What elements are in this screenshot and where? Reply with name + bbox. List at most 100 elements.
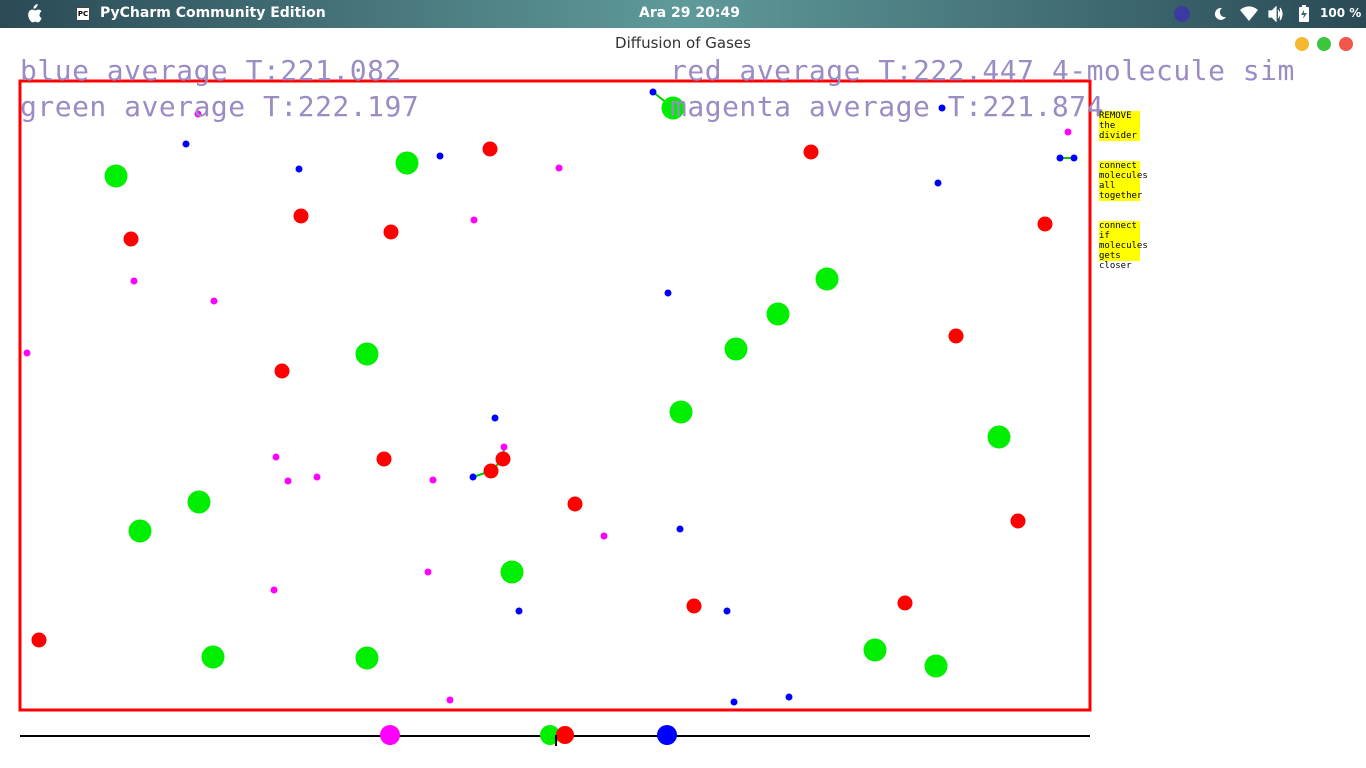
connect-all-line-4: together bbox=[1099, 191, 1143, 201]
maximize-button[interactable] bbox=[1317, 37, 1331, 51]
blue-molecule bbox=[182, 140, 190, 148]
connect-all-line-1: connect bbox=[1099, 161, 1140, 171]
red-molecule bbox=[376, 451, 392, 467]
magenta-molecule bbox=[270, 586, 278, 594]
green-molecule bbox=[500, 560, 524, 584]
tray-app-icon[interactable] bbox=[1174, 5, 1190, 22]
green-molecule bbox=[724, 337, 748, 361]
clock[interactable]: Ara 29 20:49 bbox=[639, 5, 740, 21]
green-molecule bbox=[669, 400, 693, 424]
blue-molecule bbox=[723, 607, 731, 615]
blue-molecule bbox=[295, 165, 303, 173]
blue-molecule bbox=[1070, 154, 1078, 162]
magenta-molecule bbox=[130, 277, 138, 285]
green-molecule bbox=[815, 267, 839, 291]
blue-molecule bbox=[934, 179, 942, 187]
red-molecule bbox=[567, 496, 583, 512]
connect-closer-line-3: molecules bbox=[1099, 241, 1148, 251]
remove-divider-button[interactable]: REMOVE the divider bbox=[1099, 111, 1140, 141]
magenta-molecule bbox=[500, 443, 508, 451]
red-molecule bbox=[897, 595, 913, 611]
connect-closer-line-5: closer bbox=[1099, 261, 1132, 271]
blue-molecule bbox=[469, 473, 477, 481]
connect-closer-line-2: if bbox=[1099, 231, 1140, 241]
red-molecule bbox=[383, 224, 399, 240]
connect-all-button[interactable]: connect molecules all together bbox=[1099, 161, 1148, 201]
top-panel: PC PyCharm Community Edition Ara 29 20:4… bbox=[0, 0, 1366, 28]
blue-molecule bbox=[938, 104, 946, 112]
blue-molecule bbox=[436, 152, 444, 160]
magenta-molecule bbox=[424, 568, 432, 576]
remove-divider-line-2: the bbox=[1099, 121, 1140, 131]
green-molecule bbox=[355, 342, 379, 366]
magenta-molecule bbox=[446, 696, 454, 704]
magenta-molecule bbox=[23, 349, 31, 357]
wifi-icon[interactable] bbox=[1240, 6, 1258, 22]
connect-closer-button[interactable]: connect if molecules gets closer bbox=[1099, 221, 1148, 271]
magenta-molecule bbox=[194, 110, 202, 118]
battery-icon[interactable] bbox=[1298, 5, 1310, 23]
green-molecule bbox=[863, 638, 887, 662]
container-box bbox=[18, 79, 1092, 712]
magenta-average-label: magenta average T:221.874 bbox=[670, 90, 1104, 123]
red-molecule bbox=[123, 231, 139, 247]
pycharm-icon[interactable]: PC bbox=[76, 7, 90, 21]
green-molecule bbox=[766, 302, 790, 326]
green-molecule bbox=[924, 654, 948, 678]
connect-all-line-3: all bbox=[1099, 181, 1140, 191]
green-molecule bbox=[128, 519, 152, 543]
red-molecule bbox=[803, 144, 819, 160]
minimize-button[interactable] bbox=[1295, 37, 1309, 51]
blue-average-marker bbox=[657, 725, 677, 745]
blue-molecule bbox=[649, 88, 657, 96]
connect-closer-line-1: connect bbox=[1099, 221, 1140, 231]
magenta-molecule bbox=[1064, 128, 1072, 136]
red-molecule bbox=[274, 363, 290, 379]
red-average-label: red average T:222.447 4-molecule sim bbox=[670, 54, 1295, 87]
magenta-molecule bbox=[600, 532, 608, 540]
red-molecule bbox=[1010, 513, 1026, 529]
blue-average-label: blue average T:221.082 bbox=[20, 54, 402, 87]
green-molecule bbox=[661, 96, 685, 120]
apple-icon[interactable] bbox=[24, 4, 42, 24]
red-molecule bbox=[686, 598, 702, 614]
red-molecule bbox=[482, 141, 498, 157]
red-average-marker bbox=[556, 726, 574, 744]
red-molecule bbox=[948, 328, 964, 344]
green-molecule bbox=[104, 164, 128, 188]
connect-closer-line-4: gets bbox=[1099, 251, 1140, 261]
green-average-label: green average T:222.197 bbox=[20, 90, 420, 123]
red-molecule bbox=[293, 208, 309, 224]
red-molecule bbox=[495, 451, 511, 467]
magenta-average-marker bbox=[380, 725, 400, 745]
connect-all-line-2: molecules bbox=[1099, 171, 1148, 181]
red-molecule bbox=[1037, 216, 1053, 232]
magenta-molecule bbox=[470, 216, 478, 224]
app-menu[interactable]: PyCharm Community Edition bbox=[100, 5, 326, 21]
green-molecule bbox=[395, 151, 419, 175]
magenta-molecule bbox=[429, 476, 437, 484]
green-molecule bbox=[187, 490, 211, 514]
blue-molecule bbox=[785, 693, 793, 701]
red-molecule bbox=[483, 463, 499, 479]
blue-molecule bbox=[491, 414, 499, 422]
window-title: Diffusion of Gases bbox=[615, 34, 751, 52]
remove-divider-line-3: divider bbox=[1099, 131, 1140, 141]
night-mode-icon[interactable] bbox=[1212, 6, 1228, 22]
blue-molecule bbox=[730, 698, 738, 706]
blue-molecule bbox=[676, 525, 684, 533]
green-molecule bbox=[355, 646, 379, 670]
remove-divider-line-1: REMOVE bbox=[1099, 111, 1140, 121]
blue-molecule bbox=[1056, 154, 1064, 162]
battery-percentage: 100 % bbox=[1320, 6, 1362, 20]
blue-molecule bbox=[664, 289, 672, 297]
magenta-molecule bbox=[210, 297, 218, 305]
red-molecule bbox=[31, 632, 47, 648]
close-button[interactable] bbox=[1339, 37, 1353, 51]
magenta-molecule bbox=[272, 453, 280, 461]
magenta-molecule bbox=[284, 477, 292, 485]
magenta-molecule bbox=[313, 473, 321, 481]
volume-icon[interactable] bbox=[1268, 6, 1284, 22]
green-molecule bbox=[987, 425, 1011, 449]
